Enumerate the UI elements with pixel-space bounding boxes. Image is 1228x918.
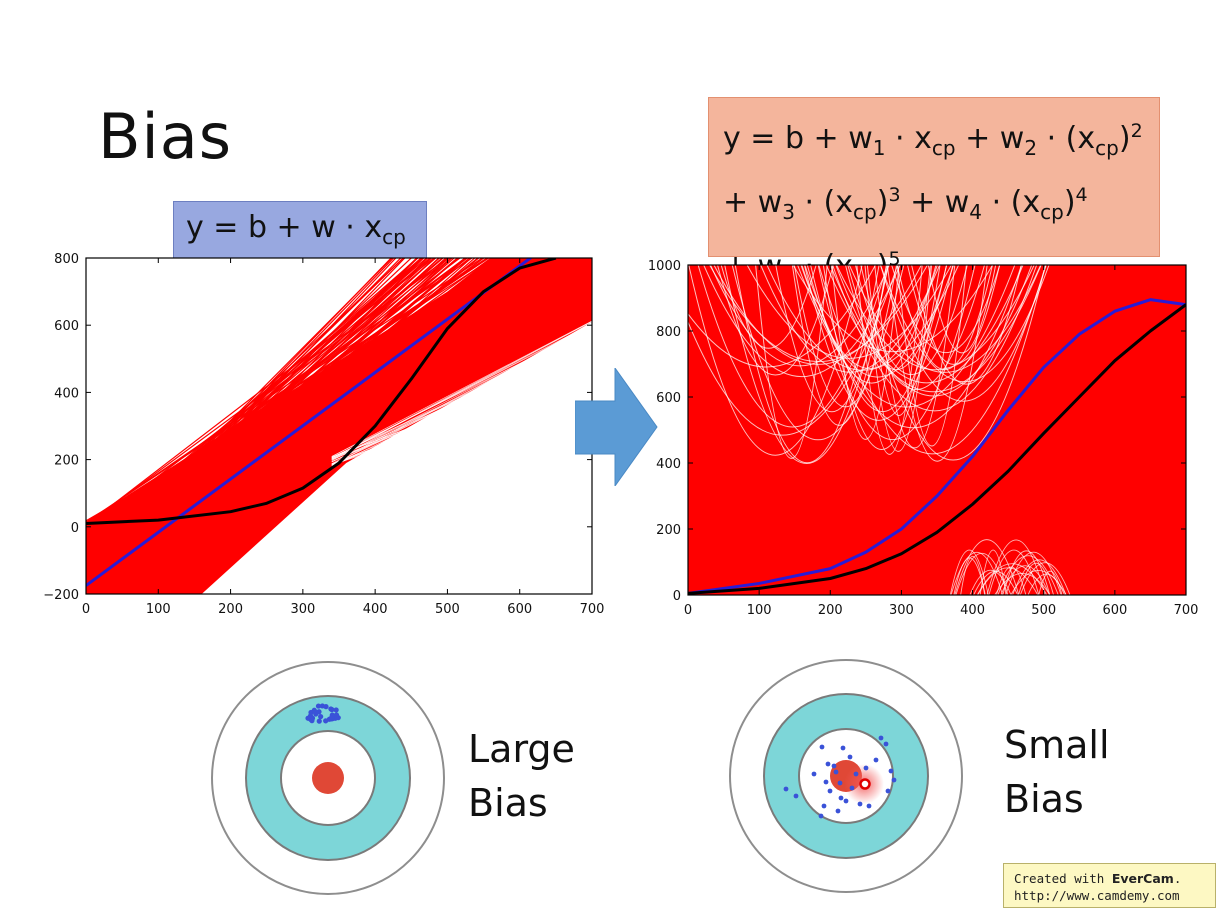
x-tick-label: 600 (507, 602, 532, 617)
x-tick-label: 100 (747, 603, 772, 618)
estimate-dot (819, 744, 825, 750)
true-function-line (86, 258, 557, 525)
estimate-dot (849, 785, 855, 791)
x-tick-label: 400 (960, 603, 985, 618)
estimate-dot (833, 769, 839, 775)
estimate-dot (863, 765, 869, 771)
y-tick-label: 800 (656, 325, 681, 340)
model-spread-band (86, 258, 592, 594)
x-tick-label: 700 (580, 602, 605, 617)
small-bias-label: Small Bias (1004, 723, 1110, 821)
estimate-dot (885, 788, 891, 794)
estimate-dot (891, 777, 897, 783)
poly-eq-line-1: y = b + w1 · xcp + w2 · (xcp)2 (723, 120, 1143, 160)
estimate-dot (888, 768, 894, 774)
linear-eq-main: y = b + w · x (186, 210, 383, 245)
estimate-dot (838, 795, 844, 801)
y-tick-label: −200 (43, 588, 79, 603)
watermark-url[interactable]: http://www.camdemy.com (1014, 888, 1180, 903)
estimate-dot (866, 803, 872, 809)
average-estimate-marker (859, 778, 871, 790)
poly-eq-line-2: + w3 · (xcp)3 + w4 · (xcp)4 (723, 184, 1088, 224)
estimate-dot (323, 704, 329, 710)
y-tick-label: 0 (673, 589, 681, 604)
y-tick-label: 0 (71, 521, 79, 536)
estimate-dot (335, 715, 341, 721)
estimate-dot (821, 803, 827, 809)
polynomial-models-chart: 0 100 200 300 400 500 600 700 0 200 400 600 800 1000 (648, 259, 1199, 618)
estimate-dot (312, 708, 318, 715)
estimate-dot (825, 761, 831, 767)
x-tick-label: 300 (290, 602, 315, 617)
estimate-dot (837, 780, 843, 786)
x-tick-label: 0 (82, 602, 90, 617)
estimate-dot (783, 786, 789, 792)
y-tick-label: 600 (54, 319, 79, 334)
true-function-line (688, 303, 1186, 595)
estimate-dot (853, 771, 859, 777)
y-tick-label: 400 (54, 386, 79, 401)
linear-model-equation: y = b + w · xcp (173, 201, 427, 264)
estimate-dot (883, 741, 889, 747)
y-tick-label: 1000 (648, 259, 681, 274)
x-tick-label: 500 (1031, 603, 1056, 618)
estimate-dot (305, 715, 311, 721)
right-arrow-icon (575, 368, 658, 486)
estimate-dot (818, 813, 824, 819)
estimate-dot (831, 763, 837, 769)
model-spread (688, 265, 1186, 595)
x-tick-label: 700 (1174, 603, 1199, 618)
plot-frame (687, 264, 1187, 596)
estimate-dot (873, 757, 879, 763)
x-tick-label: 200 (818, 603, 843, 618)
x-tick-label: 200 (218, 602, 243, 617)
watermark-badge[interactable]: Created with EverCam. http://www.camdemy… (1003, 863, 1216, 908)
slide-title: Bias (98, 100, 233, 173)
y-tick-label: 800 (54, 252, 79, 267)
estimate-cluster (305, 703, 341, 724)
estimate-dot (843, 798, 849, 804)
large-bias-target (211, 661, 445, 895)
y-tick-label: 200 (54, 454, 79, 469)
estimate-dot (878, 735, 884, 741)
estimate-dot (316, 709, 322, 715)
estimate-dot (835, 808, 841, 814)
x-tick-label: 100 (146, 602, 171, 617)
estimate-dot (847, 754, 853, 760)
x-tick-label: 300 (889, 603, 914, 618)
estimate-dot (333, 707, 339, 713)
estimate-dot (840, 745, 846, 751)
x-tick-label: 0 (684, 603, 692, 618)
estimate-dot (329, 707, 335, 713)
estimate-dot (857, 801, 863, 807)
small-bias-target (729, 659, 963, 893)
y-tick-label: 200 (656, 523, 681, 538)
x-tick-label: 600 (1102, 603, 1127, 618)
x-tick-label: 400 (363, 602, 388, 617)
estimate-dot (827, 788, 833, 794)
target-bullseye (312, 762, 344, 794)
estimate-dot (326, 716, 332, 722)
y-tick-label: 600 (656, 391, 681, 406)
average-model-line (688, 298, 1186, 595)
x-tick-label: 500 (435, 602, 460, 617)
estimate-dot (309, 718, 315, 724)
estimate-dot (316, 718, 322, 724)
estimate-dot (793, 793, 799, 799)
y-tick-label: 400 (656, 457, 681, 472)
estimate-dot (315, 703, 322, 709)
large-bias-label: Large Bias (468, 727, 575, 825)
estimate-dot (823, 779, 829, 785)
estimate-spread (783, 735, 897, 819)
model-spread (86, 258, 592, 594)
polynomial-model-equation: y = b + w1 · xcp + w2 · (xcp)2 + w3 · (x… (708, 97, 1160, 288)
estimate-dot (318, 713, 324, 720)
estimate-dot (811, 771, 817, 777)
linear-eq-sub: cp (382, 225, 406, 249)
